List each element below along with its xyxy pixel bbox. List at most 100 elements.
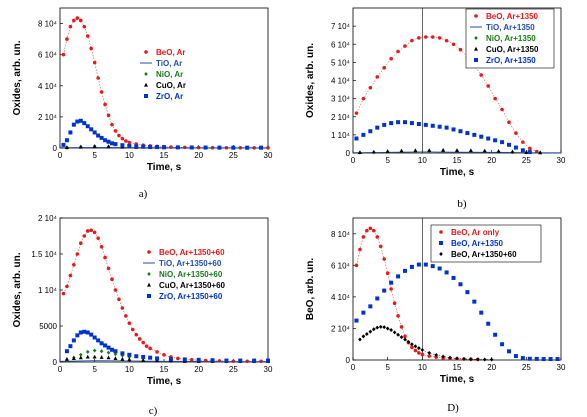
data-point	[79, 18, 83, 23]
data-point	[134, 354, 139, 359]
legend-swatch	[439, 241, 443, 245]
data-point	[468, 148, 473, 153]
x-tick-label: 5	[385, 363, 390, 372]
x-axis-label: Time, s	[147, 376, 182, 387]
data-point	[417, 351, 421, 355]
x-tick-label: 5	[92, 365, 97, 374]
data-point	[472, 132, 477, 137]
data-point	[127, 140, 132, 145]
data-point	[141, 354, 146, 359]
x-tick-label: 20	[194, 151, 203, 160]
data-point	[437, 266, 442, 271]
y-tick-label: 2 10⁴	[331, 324, 351, 333]
data-point	[403, 334, 407, 339]
data-point	[368, 226, 373, 231]
legend-swatch	[474, 36, 478, 40]
data-point	[144, 344, 149, 348]
data-point	[521, 140, 525, 144]
x-tick-label: 10	[418, 363, 427, 372]
data-point	[65, 284, 69, 289]
data-point	[420, 347, 425, 352]
data-point	[410, 342, 414, 347]
data-point	[78, 330, 83, 335]
y-tick-label: 4 10⁴	[331, 293, 351, 302]
data-point	[392, 330, 397, 335]
legend-box	[465, 8, 555, 69]
data-point	[78, 144, 83, 149]
data-point	[455, 148, 459, 152]
data-point	[155, 356, 160, 361]
data-point	[96, 133, 101, 138]
data-point	[120, 143, 125, 148]
data-point	[524, 150, 529, 154]
data-point	[486, 136, 491, 141]
y-axis-label: Oxides, arb. un.	[305, 43, 316, 118]
data-point	[392, 301, 397, 306]
legend-entry: TiO, Ar+1350+60	[159, 259, 222, 268]
series-1	[354, 262, 560, 362]
data-point	[82, 329, 87, 334]
y-tick-label: 2 10⁴	[38, 113, 58, 122]
data-point	[417, 346, 421, 351]
data-point	[68, 24, 73, 29]
y-tick-label: 6 10⁴	[38, 51, 58, 60]
legend-entry: CuO, Ar	[156, 81, 186, 90]
data-point	[64, 349, 69, 354]
data-point	[409, 121, 414, 126]
x-tick-label: 15	[160, 151, 169, 160]
data-point	[410, 38, 414, 43]
data-point	[417, 36, 421, 40]
data-point	[427, 148, 432, 152]
y-tick-label: 5000	[39, 322, 57, 331]
panel-caption: a)	[139, 188, 148, 200]
data-point	[75, 119, 80, 124]
data-point	[434, 355, 439, 359]
data-point	[430, 35, 435, 39]
data-point	[148, 144, 153, 149]
data-point	[513, 354, 518, 359]
data-point	[127, 321, 132, 325]
data-point	[120, 351, 125, 356]
data-point	[85, 330, 90, 335]
y-tick-label: 5 10⁴	[331, 58, 351, 67]
legend-entry: NiO, Ar+1350	[486, 34, 536, 43]
y-tick-label: 6 10⁴	[331, 40, 351, 49]
data-point	[354, 136, 359, 141]
data-point	[117, 297, 121, 302]
data-point	[189, 358, 194, 362]
data-point	[462, 356, 466, 361]
data-point	[141, 144, 146, 149]
data-point	[409, 264, 414, 269]
legend-entry: CuO, Ar+1350	[486, 45, 539, 54]
data-point	[110, 122, 114, 127]
x-tick-label: 20	[487, 156, 496, 165]
data-point	[365, 331, 369, 336]
data-point	[61, 52, 66, 57]
data-point	[89, 127, 94, 132]
data-point	[389, 328, 393, 333]
x-tick-label: 30	[264, 151, 273, 160]
data-point	[110, 277, 114, 282]
data-point	[85, 349, 90, 354]
series-line	[59, 360, 268, 363]
legend-swatch	[147, 272, 151, 276]
data-point	[469, 357, 473, 362]
data-point	[482, 148, 487, 153]
data-point	[430, 123, 435, 128]
data-point	[92, 130, 97, 135]
data-point	[110, 141, 114, 146]
data-point	[458, 47, 463, 52]
data-point	[75, 252, 80, 256]
x-tick-label: 30	[557, 156, 566, 165]
x-tick-label: 0	[351, 156, 356, 165]
data-point	[182, 357, 187, 362]
data-point	[117, 133, 121, 138]
data-point	[113, 288, 118, 292]
legend-swatch	[474, 58, 478, 62]
legend-swatch	[144, 50, 148, 54]
series-4	[61, 118, 264, 150]
data-point	[99, 341, 104, 346]
legend-entry: NiO, Ar+1350+60	[159, 270, 223, 279]
data-point	[189, 145, 194, 150]
data-point	[124, 314, 128, 318]
